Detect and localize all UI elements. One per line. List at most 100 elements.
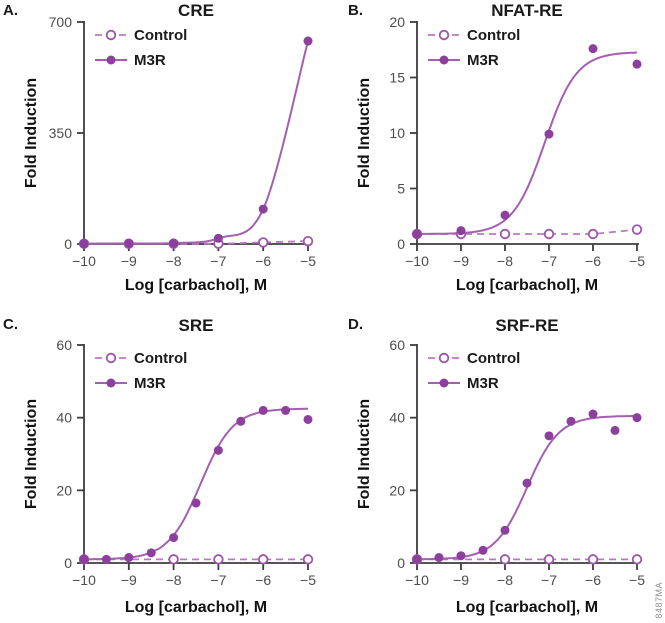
y-tick-label: 700	[49, 14, 73, 30]
y-tick-label: 20	[389, 14, 405, 30]
y-tick-label: 40	[389, 410, 405, 426]
m3r-curve	[417, 51, 638, 235]
legend-item-control: Control	[428, 350, 520, 367]
x-tick-label: −6	[585, 253, 601, 269]
m3r-point	[213, 233, 223, 243]
chart-srf-re: 0 20 40 60 −10 −9 −8 −7 −6 −5 SRF-RE Log [carbachol…	[356, 316, 645, 616]
x-tick-label: −7	[541, 572, 557, 588]
control-point	[631, 224, 643, 235]
chart-title: CRE	[178, 1, 214, 20]
control-point	[258, 554, 269, 565]
m3r-point	[169, 533, 179, 543]
legend-label-m3r: M3R	[134, 52, 166, 69]
m3r-point	[236, 416, 246, 426]
figure-id-label: 8487MA	[654, 582, 664, 619]
m3r-point	[456, 226, 466, 236]
control-point	[258, 237, 269, 248]
y-tick-label: 0	[64, 236, 72, 252]
legend-label-control: Control	[134, 350, 187, 367]
m3r-curve	[83, 407, 308, 561]
x-tick-label: −8	[166, 253, 182, 269]
y-axis-label: Fold Induction	[23, 399, 40, 509]
panel-cre: A. 0 350 700 −10 −9 −8 −7 −6 −5 CRE Log [carbachol…	[0, 0, 333, 311]
x-tick-label: −7	[210, 253, 226, 269]
x-axis-label: Log [carbachol], M	[125, 599, 267, 616]
legend-label-m3r: M3R	[467, 375, 499, 392]
m3r-point	[169, 238, 179, 248]
m3r-curve	[417, 415, 637, 561]
x-tick-label: −10	[405, 572, 429, 588]
y-tick-label: 40	[56, 410, 72, 426]
m3r-point	[258, 405, 268, 415]
x-tick-label: −9	[121, 572, 137, 588]
legend-marker-filled-circle	[439, 55, 449, 65]
x-tick-label: −7	[541, 253, 557, 269]
y-axis-label: Fold Induction	[23, 78, 40, 188]
x-tick-label: −10	[405, 253, 429, 269]
control-point	[168, 554, 179, 565]
m3r-point	[522, 478, 532, 488]
x-tick-label: −8	[497, 572, 513, 588]
legend-item-control: Control	[95, 350, 187, 367]
legend-item-control: Control	[428, 27, 520, 44]
x-tick-label: −8	[497, 253, 513, 269]
m3r-point	[632, 413, 642, 423]
control-point	[213, 554, 224, 565]
control-point	[543, 228, 555, 240]
y-tick-label: 5	[397, 181, 405, 197]
m3r-point	[124, 553, 134, 563]
x-tick-label: −9	[453, 572, 469, 588]
m3r-point	[456, 551, 466, 561]
m3r-point	[303, 414, 313, 424]
m3r-point	[610, 425, 620, 435]
legend-label-m3r: M3R	[134, 375, 166, 392]
m3r-point	[544, 431, 554, 441]
y-tick-label: 10	[389, 125, 405, 141]
y-tick-label: 350	[49, 125, 73, 141]
x-tick-label: −5	[300, 572, 316, 588]
m3r-point	[124, 238, 134, 248]
y-tick-label: 60	[389, 337, 405, 353]
m3r-point	[281, 405, 291, 415]
m3r-point	[566, 416, 576, 426]
y-tick-label: 15	[389, 70, 405, 86]
panel-letter-b: B.	[348, 2, 363, 19]
y-tick-label: 20	[56, 482, 72, 498]
m3r-point	[588, 409, 598, 419]
m3r-point	[434, 553, 444, 563]
control-point	[631, 554, 643, 565]
m3r-point	[412, 229, 422, 239]
m3r-point	[412, 554, 422, 564]
y-axis-label: Fold Induction	[356, 78, 373, 188]
legend-label-control: Control	[134, 27, 187, 44]
x-tick-label: −7	[210, 572, 226, 588]
panel-letter-d: D.	[348, 316, 363, 333]
legend-label-control: Control	[467, 350, 520, 367]
x-tick-label: −5	[629, 572, 645, 588]
control-point	[587, 228, 599, 240]
m3r-point	[213, 445, 223, 455]
m3r-point	[478, 545, 488, 555]
y-tick-label: 60	[56, 337, 72, 353]
x-axis-label: Log [carbachol], M	[125, 277, 267, 294]
x-tick-label: −9	[121, 253, 137, 269]
m3r-point	[191, 498, 201, 508]
m3r-point	[79, 239, 89, 249]
m3r-point	[632, 59, 642, 69]
panel-letter-a: A.	[3, 2, 18, 19]
y-tick-label: 20	[389, 482, 405, 498]
x-tick-label: −9	[453, 253, 469, 269]
legend-marker-open-circle	[105, 29, 117, 41]
chart-nfat-re: 0 5 10 15 20 −10 −9 −8 −7 −6 −5 NFAT-RE Log [carbach…	[356, 1, 645, 294]
legend-item-control: Control	[95, 27, 187, 44]
m3r-point	[146, 548, 156, 558]
x-tick-label: −5	[629, 253, 645, 269]
x-tick-label: −6	[255, 253, 271, 269]
m3r-point	[500, 525, 510, 535]
legend-marker-filled-circle	[106, 55, 116, 65]
control-point	[302, 235, 314, 247]
panel-srf-re: D. 0 20 40 60 −10 −9 −8 −7 −6 −5 SRF-RE Log [carbac…	[333, 311, 665, 623]
control-point	[499, 554, 511, 565]
x-tick-label: −8	[166, 572, 182, 588]
